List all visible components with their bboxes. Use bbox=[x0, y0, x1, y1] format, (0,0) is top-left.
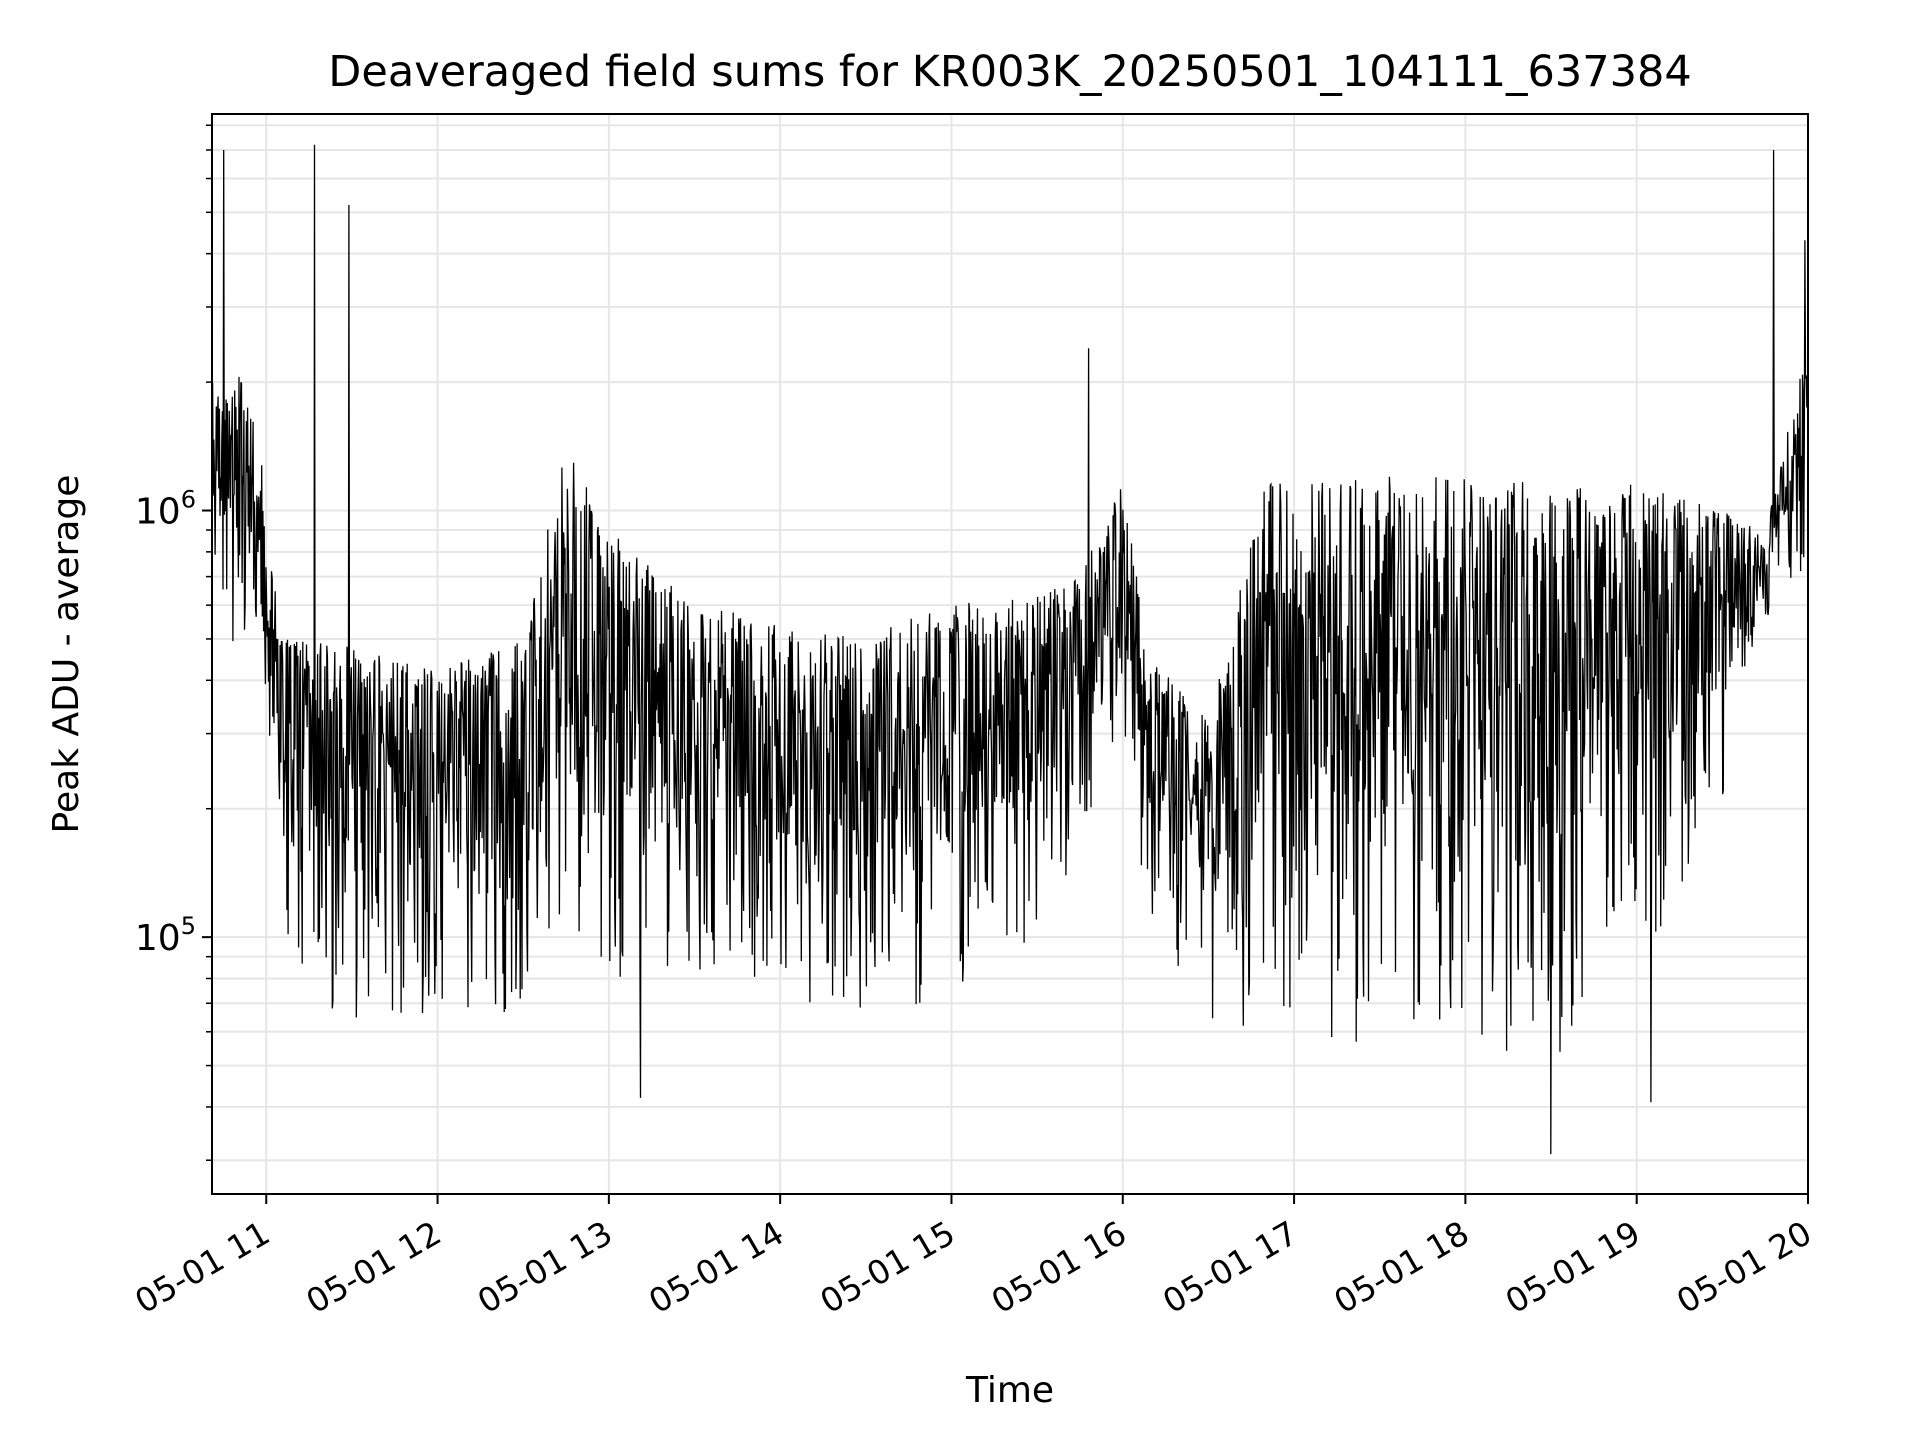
x-tick-label: 05-01 12 bbox=[300, 1213, 448, 1321]
x-tick-label: 05-01 20 bbox=[1670, 1213, 1818, 1321]
plot-frame bbox=[211, 113, 1809, 1195]
x-tick-label: 05-01 16 bbox=[985, 1213, 1133, 1321]
x-axis-label: Time bbox=[965, 1370, 1054, 1411]
x-tick-label: 05-01 15 bbox=[813, 1213, 961, 1321]
y-tick-label: 105 bbox=[135, 912, 196, 959]
y-axis-label: Peak ADU - average bbox=[46, 475, 87, 834]
y-tick-label: 106 bbox=[135, 486, 196, 533]
x-tick-label: 05-01 17 bbox=[1156, 1213, 1304, 1321]
x-tick-label: 05-01 14 bbox=[642, 1213, 790, 1321]
x-tick-label: 05-01 18 bbox=[1327, 1213, 1475, 1321]
x-tick-label: 05-01 13 bbox=[471, 1213, 619, 1321]
x-tick-label: 05-01 11 bbox=[128, 1213, 276, 1321]
series-layer bbox=[211, 144, 1809, 1155]
y-axis: 105 106 bbox=[135, 124, 212, 1161]
x-tick-label: 05-01 19 bbox=[1499, 1213, 1647, 1321]
chart-title: Deaveraged field sums for KR003K_2025050… bbox=[328, 47, 1691, 97]
x-axis: 05-01 11 05-01 12 05-01 13 05-01 14 05-01 15… bbox=[128, 1194, 1818, 1321]
series-line bbox=[211, 144, 1809, 1155]
